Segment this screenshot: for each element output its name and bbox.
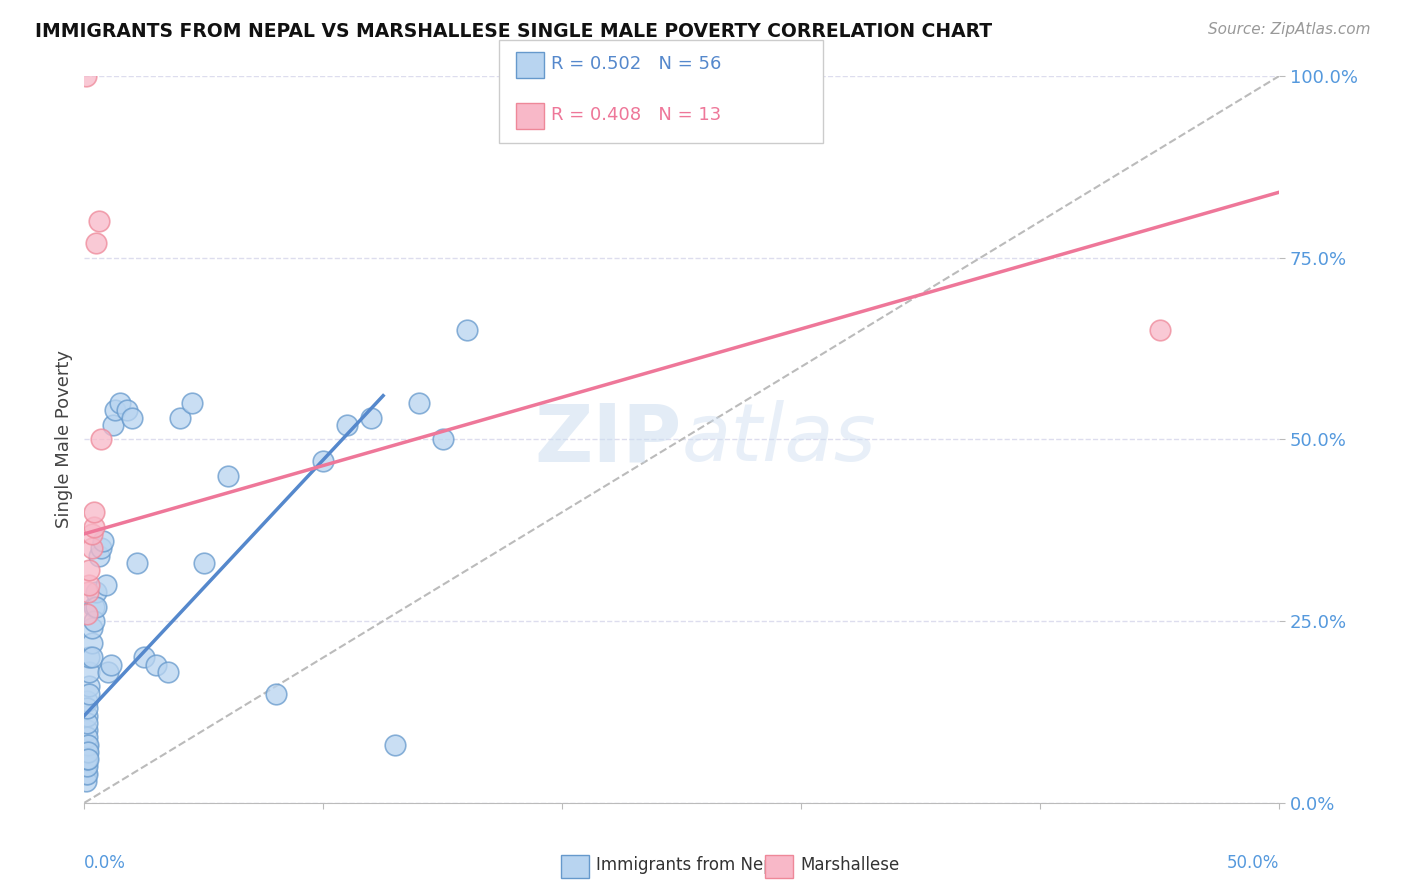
Point [87, 214, 110, 228]
Point [312, 454, 335, 468]
Text: 50.0%: 50.0% [1227, 854, 1279, 871]
Point [75, 69, 97, 83]
Point [93, 534, 115, 549]
Point [77, 665, 100, 679]
Point [77, 687, 100, 701]
Point [75, 752, 97, 766]
Point [157, 665, 180, 679]
Point [408, 396, 430, 410]
Point [76, 731, 98, 745]
Text: 0.0%: 0.0% [84, 854, 127, 871]
Point [83, 505, 105, 519]
Point [76, 745, 98, 759]
Point [110, 396, 132, 410]
Point [76, 715, 98, 730]
Point [101, 417, 124, 432]
Point [76, 694, 98, 708]
Text: Immigrants from Nepal: Immigrants from Nepal [596, 856, 789, 874]
Point [77, 745, 100, 759]
Y-axis label: Single Male Poverty: Single Male Poverty [55, 351, 73, 528]
Point [125, 556, 148, 570]
Text: Marshallese: Marshallese [800, 856, 900, 874]
Text: atlas: atlas [682, 401, 877, 478]
Text: IMMIGRANTS FROM NEPAL VS MARSHALLESE SINGLE MALE POVERTY CORRELATION CHART: IMMIGRANTS FROM NEPAL VS MARSHALLESE SIN… [35, 22, 993, 41]
Point [90, 432, 112, 446]
Point [77, 563, 100, 577]
Text: Source: ZipAtlas.com: Source: ZipAtlas.com [1208, 22, 1371, 37]
Point [117, 403, 139, 417]
Point [132, 650, 156, 665]
Point [80, 541, 103, 556]
Point [360, 410, 382, 425]
Point [80, 636, 103, 650]
Point [100, 657, 122, 672]
Point [432, 432, 454, 446]
Point [76, 738, 98, 752]
Point [76, 723, 98, 737]
Point [456, 323, 478, 337]
Point [77, 680, 100, 694]
Point [86, 585, 108, 599]
Point [169, 410, 191, 425]
Point [86, 599, 108, 614]
Point [76, 701, 98, 715]
Text: R = 0.408   N = 13: R = 0.408 N = 13 [551, 106, 721, 124]
Point [90, 541, 112, 556]
Point [77, 585, 100, 599]
Point [77, 578, 100, 592]
Point [181, 396, 204, 410]
Point [145, 657, 167, 672]
Point [76, 759, 98, 773]
Point [1149, 323, 1171, 337]
Point [75, 759, 97, 773]
Point [104, 403, 127, 417]
Point [80, 526, 103, 541]
Point [83, 519, 105, 533]
Point [83, 614, 105, 628]
Point [97, 665, 120, 679]
Point [76, 607, 98, 621]
Point [94, 578, 117, 592]
Point [86, 235, 108, 250]
Point [193, 556, 215, 570]
Point [121, 410, 143, 425]
Point [75, 774, 97, 789]
Text: ZIP: ZIP [534, 401, 682, 478]
Point [217, 468, 239, 483]
Point [77, 650, 100, 665]
Point [76, 766, 98, 780]
Point [87, 549, 110, 563]
Point [76, 752, 98, 766]
Point [76, 738, 98, 752]
Point [80, 650, 103, 665]
Point [75, 766, 97, 780]
Point [80, 621, 103, 635]
Point [76, 708, 98, 723]
Point [77, 752, 100, 766]
Point [336, 417, 359, 432]
Point [83, 599, 105, 614]
Point [384, 738, 406, 752]
Text: R = 0.502   N = 56: R = 0.502 N = 56 [551, 55, 721, 73]
Point [264, 687, 287, 701]
